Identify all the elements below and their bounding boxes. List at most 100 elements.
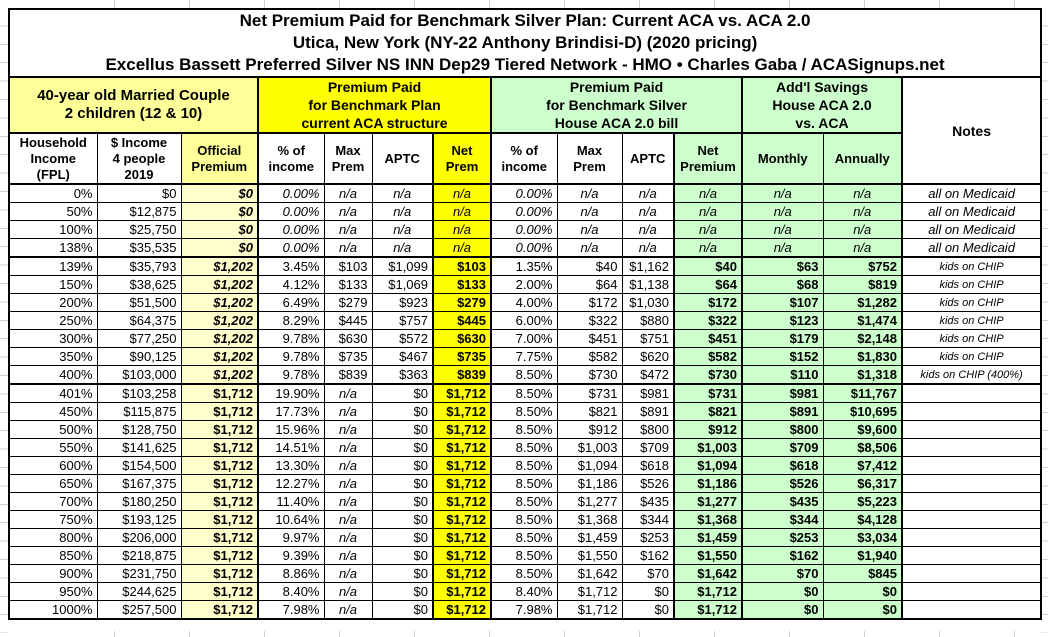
column-header-row: Household Income (FPL) $ Income 4 people… [8,132,1041,185]
title-row: Net Premium Paid for Benchmark Silver Pl… [7,8,1043,78]
cell-aca-pct-income: 9.39% [257,546,325,565]
cell-net-premium: n/a [673,220,743,239]
cell-notes [900,582,1042,601]
cell-aca-pct-income: 3.45% [257,256,325,276]
cell-h-max-prem: $730 [556,365,623,385]
cell-h-max-prem: $821 [556,402,623,421]
cell-h-max-prem: $64 [556,275,623,294]
cell-h-max-prem: $1,712 [556,600,623,620]
cell-fpl: 0% [8,183,98,203]
cell-h-aptc: n/a [621,238,675,258]
cell-h-aptc: $526 [621,474,675,493]
cell-notes: kids on CHIP [900,347,1042,366]
cell-fpl: 500% [8,420,98,439]
cell-aca-max-prem: $735 [323,347,373,366]
cell-annual-savings: $1,318 [822,365,903,385]
cell-h-pct-income: 8.50% [490,474,558,493]
cell-monthly-savings: $179 [741,329,824,348]
cell-h-pct-income: 2.00% [490,275,558,294]
cell-fpl: 300% [8,329,98,348]
cell-net-premium: $172 [673,293,743,312]
table-row: 138% $35,535 $0 0.00% n/a n/a n/a 0.00% … [8,238,1042,258]
cell-monthly-savings: n/a [741,220,824,239]
cell-aca-pct-income: 12.27% [257,474,325,493]
cell-aca-net-prem: $1,712 [432,456,492,475]
cell-monthly-savings: $0 [741,600,824,620]
cell-aca-pct-income: 0.00% [257,220,325,239]
title-line-3: Excellus Bassett Preferred Silver NS INN… [105,55,945,74]
cell-aca-net-prem: $1,712 [432,600,492,620]
cell-h-max-prem: $731 [556,383,623,403]
cell-official-premium: $1,202 [180,329,259,348]
cell-aca-pct-income: 9.97% [257,528,325,547]
cell-h-max-prem: $1,642 [556,564,623,583]
cell-notes [900,438,1042,457]
cell-notes: kids on CHIP [900,293,1042,312]
cell-h-max-prem: n/a [556,202,623,221]
cell-aca-pct-income: 19.90% [257,383,325,403]
table-row: 401% $103,258 $1,712 19.90% n/a $0 $1,71… [8,383,1042,403]
cell-aca-net-prem: $1,712 [432,420,492,439]
cell-income: $231,750 [96,564,182,583]
cell-fpl: 900% [8,564,98,583]
table-body: 0% $0 $0 0.00% n/a n/a n/a 0.00% n/a n/a… [8,183,1042,620]
cell-h-max-prem: $40 [556,256,623,276]
cell-net-premium: $1,277 [673,492,743,511]
cell-h-aptc: n/a [621,202,675,221]
cell-aca-max-prem: n/a [323,420,373,439]
cell-income: $206,000 [96,528,182,547]
cell-aca-aptc: $0 [371,420,434,439]
cell-annual-savings: $1,282 [822,293,903,312]
cell-income: $25,750 [96,220,182,239]
cell-fpl: 700% [8,492,98,511]
cell-h-aptc: $1,138 [621,275,675,294]
cell-aca-net-prem: $1,712 [432,582,492,601]
table-row: 550% $141,625 $1,712 14.51% n/a $0 $1,71… [8,438,1042,457]
cell-official-premium: $1,712 [180,474,259,493]
cell-notes: all on Medicaid [900,183,1042,203]
cell-aca-pct-income: 8.40% [257,582,325,601]
cell-net-premium: $1,550 [673,546,743,565]
cell-aca-net-prem: $103 [432,256,492,276]
cell-aca-net-prem: n/a [432,238,492,258]
cell-income: $35,793 [96,256,182,276]
cell-notes: all on Medicaid [900,238,1042,258]
cell-h-pct-income: 7.75% [490,347,558,366]
cell-income: $115,875 [96,402,182,421]
cell-aca-net-prem: $1,712 [432,402,492,421]
cell-aca-aptc: $0 [371,546,434,565]
table-row: 350% $90,125 $1,202 9.78% $735 $467 $735… [8,347,1042,366]
table-row: 150% $38,625 $1,202 4.12% $133 $1,069 $1… [8,275,1042,294]
cell-h-aptc: $709 [621,438,675,457]
cell-h-pct-income: 8.40% [490,582,558,601]
cell-annual-savings: $7,412 [822,456,903,475]
cell-fpl: 400% [8,365,98,385]
cell-annual-savings: $819 [822,275,903,294]
cell-annual-savings: $2,148 [822,329,903,348]
cell-h-pct-income: 8.50% [490,510,558,529]
cell-aca-aptc: $363 [371,365,434,385]
cell-net-premium: $1,642 [673,564,743,583]
table-title: Net Premium Paid for Benchmark Silver Pl… [7,8,1043,78]
cell-official-premium: $1,202 [180,365,259,385]
cell-official-premium: $1,712 [180,546,259,565]
cell-h-pct-income: 7.98% [490,600,558,620]
cell-fpl: 250% [8,311,98,330]
cell-net-premium: $912 [673,420,743,439]
cell-official-premium: $0 [180,202,259,221]
cell-aca-pct-income: 9.78% [257,347,325,366]
cell-aca-pct-income: 0.00% [257,202,325,221]
cell-h-max-prem: n/a [556,238,623,258]
cell-aca-net-prem: n/a [432,202,492,221]
cell-aca-max-prem: $630 [323,329,373,348]
cell-h-aptc: $70 [621,564,675,583]
cell-annual-savings: $1,940 [822,546,903,565]
cell-h-max-prem: $1,459 [556,528,623,547]
cell-income: $218,875 [96,546,182,565]
section-addl-savings: Add'l Savings House ACA 2.0 vs. ACA [741,76,903,134]
cell-aca-aptc: $0 [371,438,434,457]
column-header-h-aptc: APTC [621,132,675,185]
cell-annual-savings: $845 [822,564,903,583]
cell-income: $51,500 [96,293,182,312]
cell-official-premium: $1,202 [180,347,259,366]
